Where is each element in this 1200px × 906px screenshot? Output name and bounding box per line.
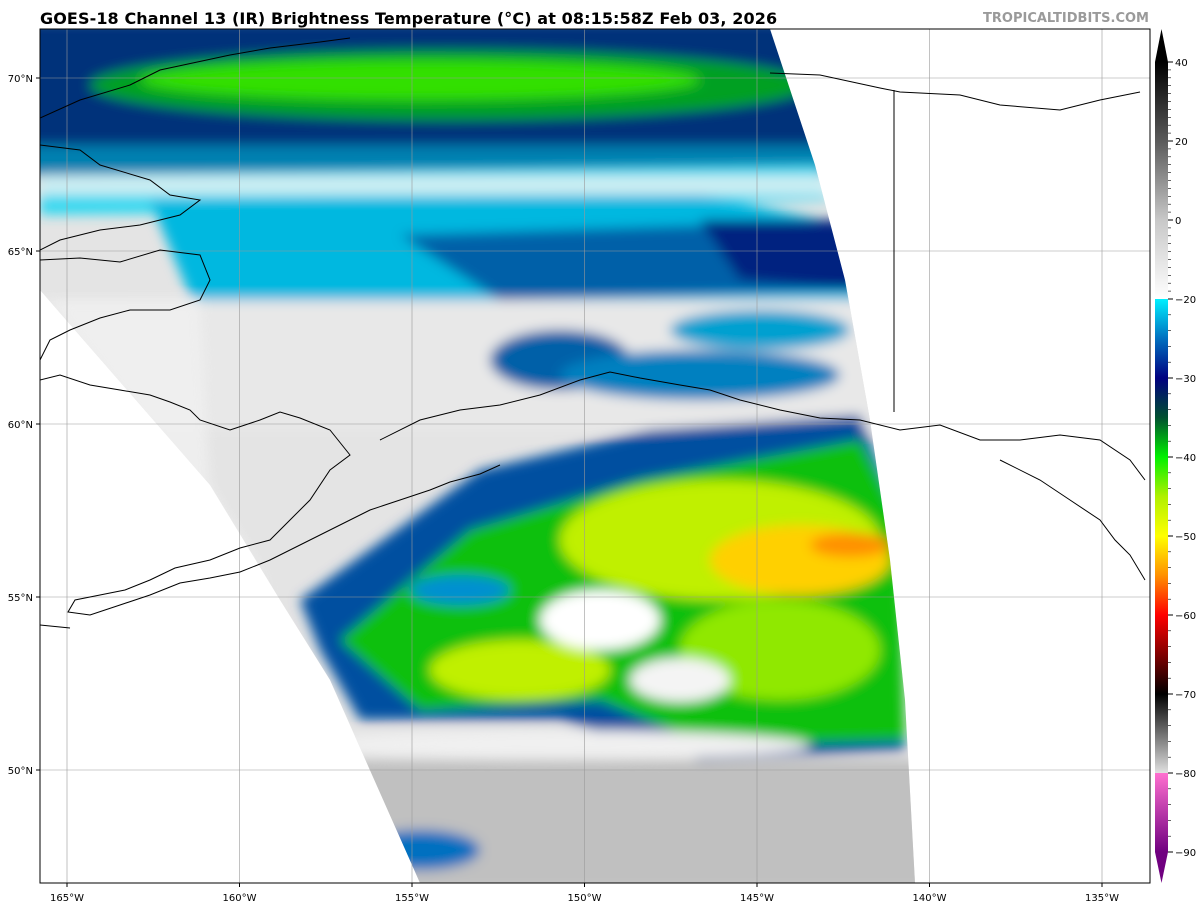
colorbar-tick-label: −30 [1175, 374, 1196, 385]
colorbar-tick-label: −40 [1175, 453, 1196, 464]
colorbar-tick-label: −70 [1175, 690, 1196, 701]
colorbar-tick-label: −80 [1175, 769, 1196, 780]
lat-tick-label: 70°N [8, 74, 33, 85]
axis-ticks: 165°W 160°W 155°W 150°W 145°W 140°W 135°W 70°N 6… [8, 74, 1119, 904]
colorbar-extend-min [1155, 852, 1168, 883]
lat-tick-label: 65°N [8, 247, 33, 258]
colorbar-tick-label: 40 [1175, 58, 1188, 69]
colorbar-tick-label: −20 [1175, 295, 1196, 306]
lat-tick-label: 55°N [8, 593, 33, 604]
lon-tick-label: 135°W [1085, 893, 1119, 904]
colorbar: 40 20 0 −20 −30 −40 −50 −60 −70 −80 −90 [1155, 29, 1196, 883]
lon-tick-label: 140°W [913, 893, 947, 904]
colorbar-tick-label: −90 [1175, 848, 1196, 859]
colorbar-tick-label: −60 [1175, 611, 1196, 622]
coastlines [40, 37, 1146, 629]
lat-tick-label: 60°N [8, 420, 33, 431]
lon-tick-label: 155°W [395, 893, 429, 904]
plot-frame [39, 28, 1151, 884]
colorbar-tick-label: 20 [1175, 137, 1188, 148]
lat-tick-label: 50°N [8, 766, 33, 777]
colorbar-gradient [1155, 62, 1168, 852]
lon-tick-label: 165°W [50, 893, 84, 904]
colorbar-tick-label: −50 [1175, 532, 1196, 543]
chart-title: GOES-18 Channel 13 (IR) Brightness Tempe… [40, 9, 778, 28]
colorbar-extend-max [1155, 29, 1168, 62]
colorbar-tick-label: 0 [1175, 216, 1181, 227]
gridlines [40, 29, 1150, 883]
lon-tick-label: 150°W [568, 893, 602, 904]
lon-tick-label: 160°W [223, 893, 257, 904]
lon-tick-label: 145°W [740, 893, 774, 904]
watermark: TROPICALTIDBITS.COM [983, 11, 1149, 26]
